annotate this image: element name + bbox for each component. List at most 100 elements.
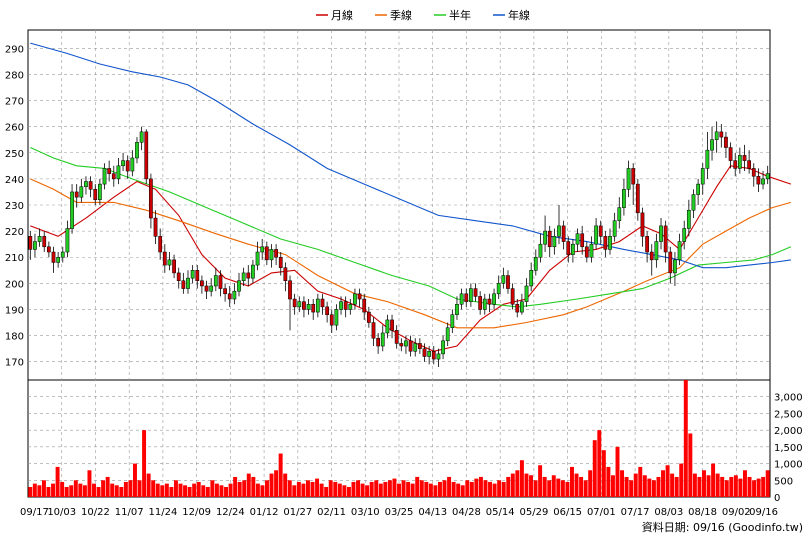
volume-bar (146, 473, 151, 497)
candle-body (445, 327, 450, 342)
candle (543, 215, 547, 253)
candle-body (121, 160, 125, 167)
candle (515, 299, 520, 318)
candle-body (459, 293, 464, 305)
volume-bar (610, 475, 615, 497)
date-tick-label: 03/10 (351, 507, 380, 518)
candle (677, 233, 682, 266)
volume-bar (633, 473, 638, 497)
candle-body (714, 131, 719, 140)
candle (524, 278, 529, 307)
volume-bar (28, 486, 33, 497)
candle (223, 283, 227, 302)
volume-bar (192, 483, 197, 497)
candle (162, 244, 167, 273)
volume-bar (733, 475, 738, 497)
candle-body (612, 220, 617, 237)
volume-bar (315, 478, 320, 497)
volume-bar (424, 481, 429, 497)
candle (74, 184, 79, 208)
candle-body (524, 285, 529, 302)
candle (761, 171, 765, 190)
candle-body (93, 189, 98, 201)
volume-bar (428, 483, 433, 497)
candle (742, 144, 747, 172)
volume-bar (720, 476, 725, 497)
volume-bar (756, 478, 761, 497)
candle-body (594, 225, 598, 245)
volume-bar (278, 453, 283, 497)
candle-body (260, 246, 265, 253)
candle (751, 163, 756, 187)
volume-bar (547, 480, 552, 497)
candle-body (742, 155, 747, 161)
candle-body (158, 236, 163, 253)
candle-body (251, 264, 255, 279)
candle (329, 309, 334, 333)
candle-body (278, 256, 283, 268)
candle (473, 283, 478, 302)
candle (149, 173, 153, 229)
candle (278, 252, 283, 276)
candle-body (436, 353, 441, 360)
date-tick-label: 04/13 (418, 507, 447, 518)
candle (728, 142, 733, 169)
volume-bar (656, 476, 661, 497)
candle-body (329, 314, 334, 326)
volume-bar (551, 475, 556, 497)
volume-bar (169, 486, 174, 497)
candle (520, 293, 524, 315)
volume-bars (28, 380, 770, 497)
candle-body (390, 319, 394, 331)
candle (691, 189, 696, 219)
candle (436, 348, 441, 367)
volume-bar (556, 478, 561, 497)
candle-body (380, 332, 385, 347)
candle-body (153, 217, 158, 237)
candle-body (213, 275, 218, 287)
candle-body (274, 249, 278, 258)
legend: 月線 季線 半年 年線 (316, 8, 530, 22)
candle-body (547, 230, 552, 248)
candle (371, 317, 376, 347)
volume-bar (51, 483, 56, 497)
candle-body (487, 298, 492, 305)
candle (325, 301, 329, 323)
candle (710, 126, 714, 161)
volume-bar (747, 476, 752, 497)
legend-label-quarterly: 季線 (390, 8, 412, 22)
candle-body (264, 246, 269, 261)
legend-label-yearly: 年線 (508, 8, 530, 22)
volume-bar (369, 481, 374, 497)
volume-bar (642, 475, 647, 497)
volume-bar (515, 470, 520, 497)
ma-line (30, 42, 791, 269)
candle (631, 163, 636, 205)
price-tick-label: 220 (5, 227, 24, 238)
volume-bar (565, 481, 570, 497)
candle (598, 220, 603, 245)
price-tick-label: 200 (5, 279, 24, 290)
volume-bar (128, 480, 133, 497)
candle-body (761, 178, 765, 185)
candle-body (204, 285, 209, 292)
candle-body (116, 165, 121, 180)
candle-body (668, 251, 673, 274)
volume-bar (752, 480, 757, 497)
candle (626, 160, 631, 198)
volume-bar (324, 486, 329, 497)
candle-body (311, 304, 316, 313)
candle-body (200, 280, 204, 287)
candle (343, 296, 348, 318)
volume-bar (647, 478, 652, 497)
volume-bar (688, 433, 693, 497)
candle (455, 296, 459, 320)
candle (399, 338, 404, 352)
candle-body (417, 343, 422, 349)
volume-bar (724, 480, 729, 497)
volume-bar (524, 473, 529, 497)
candle (98, 178, 102, 205)
volume-bar (460, 485, 465, 497)
candle-body (102, 168, 107, 185)
candle-body (366, 311, 371, 323)
